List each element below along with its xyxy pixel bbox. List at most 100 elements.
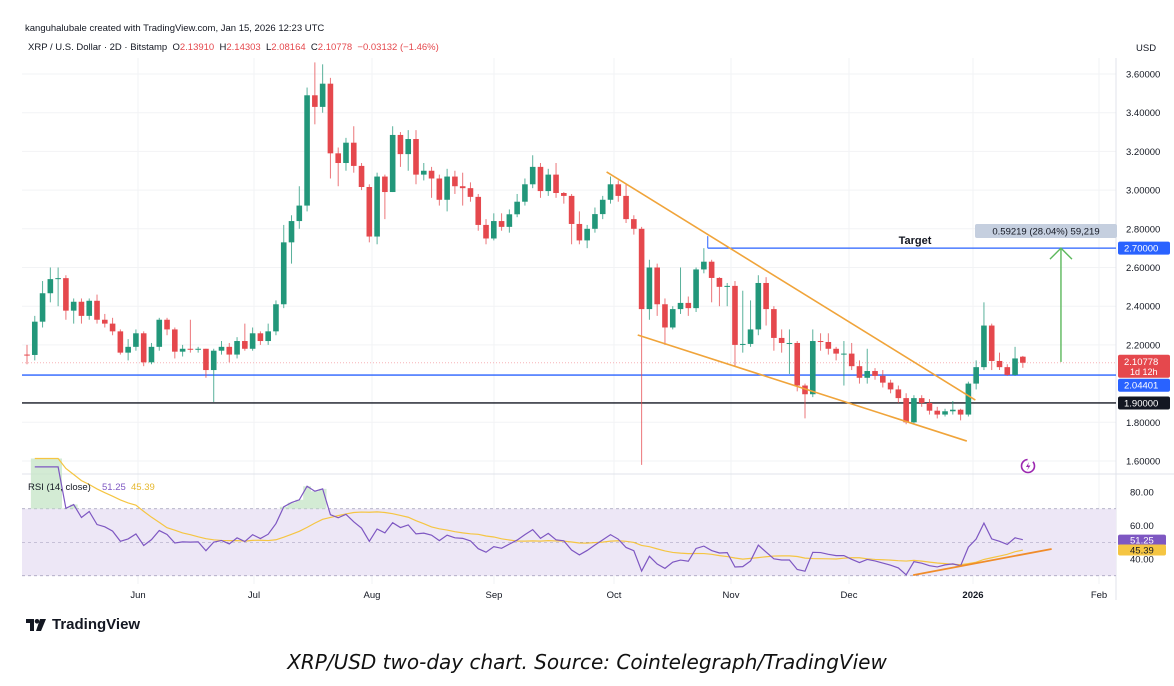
candle-down[interactable] [498,213,505,231]
candle-down[interactable] [436,174,443,206]
candle-up[interactable] [304,87,310,212]
candle-up[interactable] [280,224,287,309]
candle-up[interactable] [405,130,412,171]
candle-down[interactable] [615,180,622,202]
candle-up[interactable] [607,176,614,204]
candle-up[interactable] [950,401,956,415]
candle-up[interactable] [739,290,746,353]
candle-up[interactable] [809,329,816,398]
candle-up[interactable] [599,195,606,220]
candle-down[interactable] [662,298,668,345]
candle-down[interactable] [257,331,264,345]
candle-up[interactable] [288,215,295,264]
candle-up[interactable] [786,329,793,374]
candle-up[interactable] [374,172,380,245]
candle-down[interactable] [918,395,925,407]
candle-up[interactable] [234,337,240,359]
candle-up[interactable] [249,327,256,351]
candle-down[interactable] [187,319,194,353]
candle-down[interactable] [771,306,777,351]
candle-up[interactable] [747,300,754,347]
candle-down[interactable] [988,323,995,371]
candle-up[interactable] [319,64,326,113]
candle-up[interactable] [592,207,598,233]
candle-down[interactable] [1004,364,1011,376]
candle-up[interactable] [195,346,201,353]
candle-down[interactable] [708,259,715,303]
candle-up[interactable] [973,360,979,390]
candle-down[interactable] [848,342,855,371]
candle-down[interactable] [561,192,567,204]
candle-up[interactable] [677,267,684,314]
candle-up[interactable] [841,341,847,386]
candle-down[interactable] [109,317,116,336]
horizontal-levels[interactable]: Target [22,235,1116,404]
candle-down[interactable] [833,346,839,361]
candle-up[interactable] [148,342,155,365]
candle-up[interactable] [545,168,552,196]
candle-up[interactable] [55,267,61,307]
candle-up[interactable] [755,275,762,336]
candle-down[interactable] [452,170,458,194]
candle-down[interactable] [537,163,544,198]
candle-down[interactable] [631,215,637,235]
candle-down[interactable] [63,275,69,320]
candle-up[interactable] [522,178,528,206]
candle-up[interactable] [1012,346,1018,376]
candle-down[interactable] [872,368,878,380]
currency-label[interactable]: USD [1136,43,1157,54]
candle-up[interactable] [911,395,917,425]
candle-down[interactable] [164,317,170,336]
candle-down[interactable] [1020,355,1026,368]
candle-down[interactable] [996,352,1003,371]
candle-up[interactable] [273,300,279,336]
tradingview-logo[interactable]: TradingView [26,616,140,633]
candle-down[interactable] [102,313,108,328]
rsi-line[interactable] [34,466,1023,576]
candle-down[interactable] [226,342,233,363]
candle-down[interactable] [553,163,559,198]
candle-down[interactable] [856,360,863,384]
candle-up[interactable] [156,317,163,351]
candle-up[interactable] [864,348,871,384]
candle-down[interactable] [358,163,365,191]
candle-up[interactable] [701,248,707,274]
candle-down[interactable] [887,379,894,394]
candle-down[interactable] [397,132,404,167]
candle-down[interactable] [926,399,933,415]
candle-up[interactable] [669,306,676,330]
candle-up[interactable] [265,323,271,345]
candle-down[interactable] [880,370,886,388]
candle-down[interactable] [366,184,373,243]
candle-up[interactable] [47,267,54,303]
replay-icon[interactable] [1020,458,1036,474]
candle-up[interactable] [965,381,972,417]
candle-up[interactable] [218,341,225,355]
candle-up[interactable] [444,168,450,212]
candle-down[interactable] [483,219,489,245]
candle-up[interactable] [389,126,396,193]
candle-up[interactable] [210,348,217,402]
candle-down[interactable] [778,329,785,353]
candle-up[interactable] [179,344,186,357]
candle-up[interactable] [942,408,948,417]
candle-down[interactable] [475,193,482,231]
candle-down[interactable] [350,126,357,173]
candle-down[interactable] [203,348,209,378]
candle-down[interactable] [568,193,575,245]
candle-down[interactable] [24,344,30,365]
time-axis[interactable]: Jun Jul Aug Sep Oct Nov Dec 2026 Feb [130,590,1107,601]
candle-up[interactable] [981,302,987,371]
candle-down[interactable] [732,281,738,367]
candle-up[interactable] [514,193,520,218]
candle-down[interactable] [654,263,660,316]
candles[interactable] [24,62,1026,465]
rsi-trendline[interactable] [912,548,1052,576]
candle-down[interactable] [576,211,583,245]
candle-up[interactable] [724,282,730,307]
candle-down[interactable] [172,327,178,359]
candle-down[interactable] [467,182,474,202]
candle-down[interactable] [903,393,909,425]
candle-up[interactable] [31,315,38,361]
candle-up[interactable] [343,137,349,171]
